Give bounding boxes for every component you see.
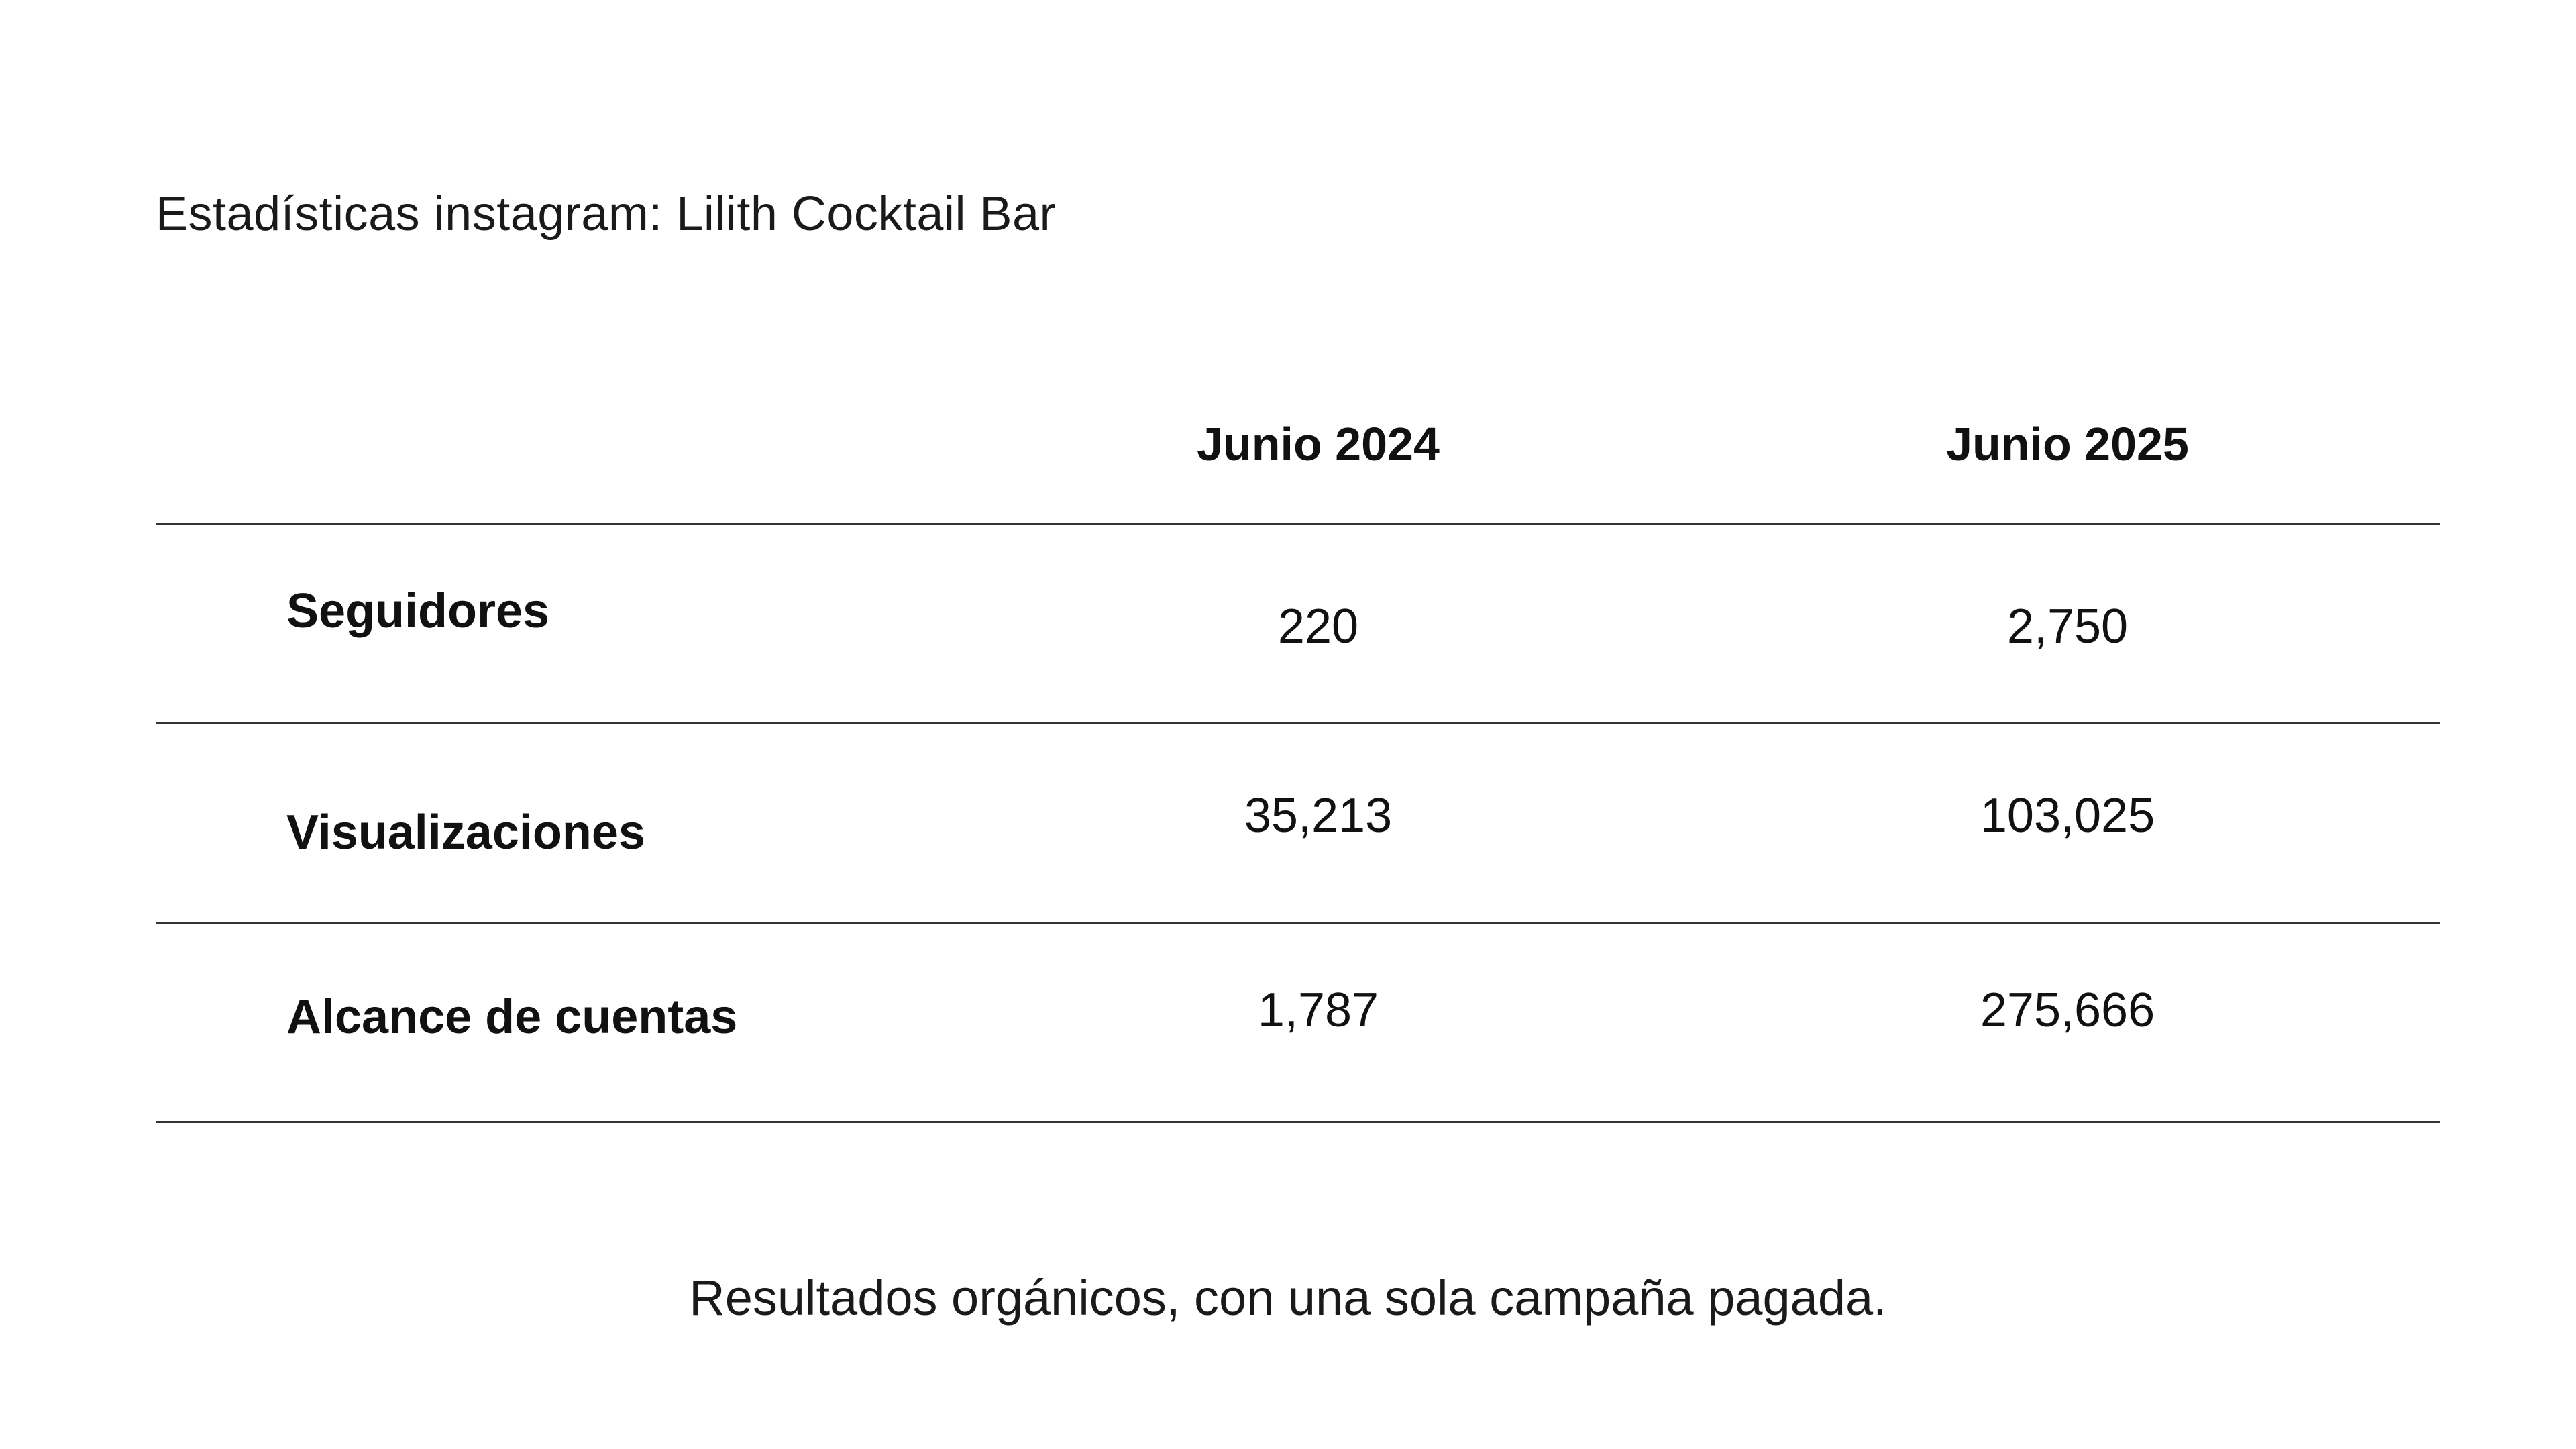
row-divider <box>156 722 2440 724</box>
table-bottom-rule <box>156 1121 2440 1123</box>
cell-seguidores-2025: 2,750 <box>2006 600 2129 653</box>
row-label-alcance-de-cuentas: Alcance de cuentas <box>286 990 738 1044</box>
header-divider <box>156 523 2440 525</box>
cell-seguidores-2024: 220 <box>1277 600 1359 653</box>
row-label-seguidores: Seguidores <box>286 584 550 638</box>
row-label-visualizaciones: Visualizaciones <box>286 806 645 859</box>
page-title: Estadísticas instagram: Lilith Cocktail … <box>156 187 1057 241</box>
cell-alcance-2024: 1,787 <box>1257 983 1379 1037</box>
cell-visualizaciones-2025: 103,025 <box>1980 789 2155 843</box>
cell-visualizaciones-2024: 35,213 <box>1244 789 1393 843</box>
cell-alcance-2025: 275,666 <box>1980 983 2155 1037</box>
column-header-junio-2025: Junio 2025 <box>1946 418 2189 470</box>
footer-note: Resultados orgánicos, con una sola campa… <box>689 1270 1887 1326</box>
row-divider <box>156 922 2440 924</box>
column-header-junio-2024: Junio 2024 <box>1197 418 1440 470</box>
